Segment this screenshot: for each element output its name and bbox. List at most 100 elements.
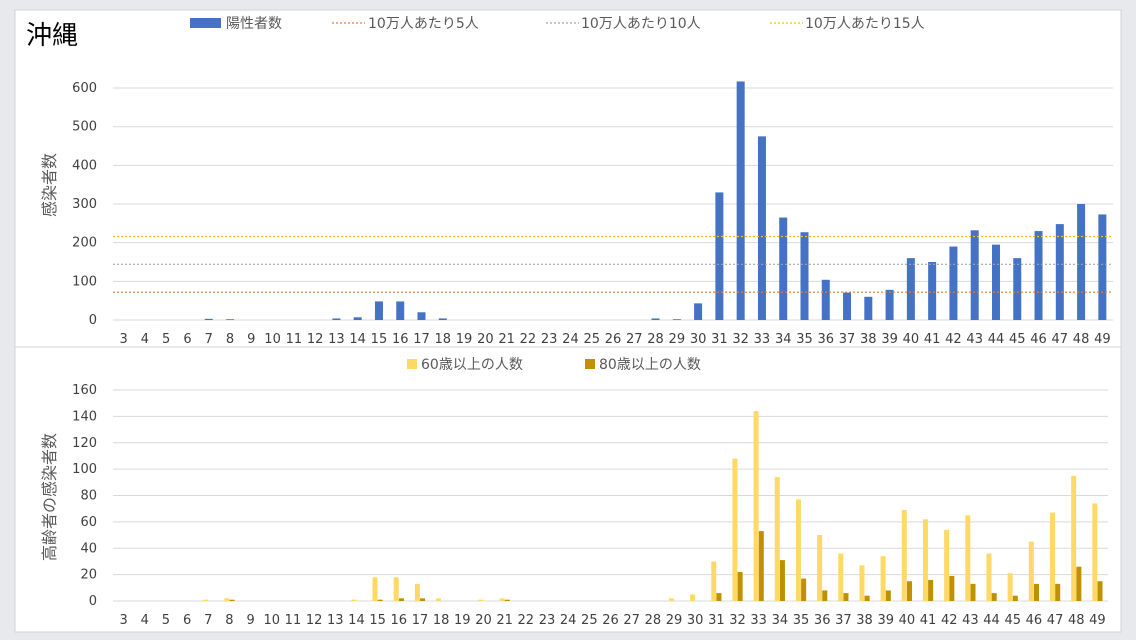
bottom-y-tick-label: 100	[72, 462, 97, 477]
bottom-bar-s2	[504, 599, 510, 601]
bottom-y-tick-label: 60	[80, 515, 97, 530]
bottom-bar-s2	[906, 581, 912, 601]
bottom-x-tick-label: 17	[412, 613, 429, 628]
bottom-bar-s1	[1028, 541, 1034, 601]
bottom-x-tick-label: 31	[708, 613, 725, 628]
top-bar-s1	[779, 217, 788, 320]
bottom-x-tick-label: 8	[225, 613, 233, 628]
bottom-x-tick-label: 34	[772, 613, 789, 628]
top-x-tick-label: 43	[966, 332, 983, 347]
bottom-bar-s1	[965, 515, 971, 601]
bottom-x-tick-label: 22	[518, 613, 535, 628]
top-bar-s1	[226, 319, 235, 320]
bottom-bar-s2	[377, 599, 383, 601]
bottom-bar-s1	[372, 577, 378, 601]
top-x-tick-label: 25	[583, 332, 600, 347]
top-x-tick-label: 17	[413, 332, 430, 347]
bottom-bar-s1	[393, 577, 399, 601]
bottom-bar-s1	[1049, 512, 1055, 601]
bottom-bar-s1	[901, 510, 907, 601]
bottom-bar-s2	[885, 590, 891, 601]
bottom-bar-s2	[843, 593, 849, 601]
bottom-y-tick-label: 40	[80, 541, 97, 556]
top-x-tick-label: 33	[754, 332, 771, 347]
top-x-tick-label: 29	[669, 332, 686, 347]
top-y-tick-label: 300	[72, 197, 97, 212]
bottom-bar-s1	[732, 458, 738, 601]
top-x-tick-label: 35	[796, 332, 813, 347]
top-x-tick-label: 22	[520, 332, 537, 347]
bottom-y-tick-label: 0	[89, 594, 97, 609]
bottom-x-tick-label: 7	[204, 613, 212, 628]
bottom-x-tick-label: 43	[962, 613, 979, 628]
bottom-bar-s2	[737, 571, 743, 601]
bottom-x-tick-label: 33	[750, 613, 767, 628]
bottom-bar-s1	[859, 565, 865, 601]
top-bar-s1	[204, 318, 213, 320]
bottom-x-tick-label: 15	[369, 613, 386, 628]
top-x-tick-label: 10	[264, 332, 281, 347]
bottom-bar-s2	[1034, 583, 1040, 601]
top-bar-s1	[672, 319, 681, 320]
bottom-bar-s2	[928, 579, 934, 601]
top-x-tick-label: 4	[141, 332, 149, 347]
bottom-x-tick-label: 16	[391, 613, 408, 628]
top-x-tick-label: 6	[183, 332, 191, 347]
top-y-tick-label: 400	[72, 158, 97, 173]
legend-label-ref5: 10万人あたり5人	[368, 16, 479, 32]
bottom-x-tick-label: 6	[183, 613, 191, 628]
top-x-tick-label: 45	[1009, 332, 1026, 347]
legend-label-ref15: 10万人あたり15人	[805, 16, 925, 32]
bottom-bar-s1	[414, 583, 420, 601]
bottom-x-tick-label: 40	[899, 613, 916, 628]
bottom-x-tick-label: 4	[141, 613, 149, 628]
top-bar-s1	[694, 303, 703, 320]
legend-label-age80: 80歳以上の人数	[599, 357, 701, 373]
top-x-tick-label: 48	[1073, 332, 1090, 347]
bottom-bar-s1	[1092, 503, 1098, 601]
bottom-bar-s1	[436, 598, 442, 601]
bottom-x-tick-label: 13	[327, 613, 344, 628]
bottom-x-tick-label: 30	[687, 613, 704, 628]
bottom-y-tick-label: 160	[72, 383, 97, 398]
bottom-y-axis-title: 高齢者の感染者数	[40, 433, 59, 561]
top-legend: 陽性者数 10万人あたり5人 10万人あたり10人 10万人あたり15人	[190, 16, 925, 32]
bottom-bar-s1	[668, 598, 674, 601]
bottom-bar-s2	[1055, 583, 1061, 601]
top-x-tick-label: 44	[988, 332, 1005, 347]
bottom-bar-s2	[949, 575, 955, 601]
top-bar-s1	[1098, 214, 1107, 320]
bottom-bar-s2	[991, 593, 997, 601]
top-x-tick-label: 36	[817, 332, 834, 347]
legend-label-positive: 陽性者数	[226, 16, 282, 32]
top-bar-s1	[1077, 204, 1086, 320]
bottom-bar-s2	[229, 599, 235, 601]
top-x-tick-label: 14	[349, 332, 366, 347]
bottom-x-tick-label: 49	[1089, 613, 1106, 628]
bottom-x-tick-label: 28	[645, 613, 662, 628]
bottom-x-tick-label: 10	[264, 613, 281, 628]
bottom-x-tick-label: 29	[666, 613, 683, 628]
bottom-chart-panel: 60歳以上の人数 80歳以上の人数 高齢者の感染者数 0 20 40 60 80 100 1…	[14, 346, 1122, 633]
bottom-bar-s1	[774, 477, 780, 601]
bottom-bar-s2	[822, 590, 828, 601]
top-x-tick-label: 18	[435, 332, 452, 347]
bottom-x-tick-label: 42	[941, 613, 958, 628]
top-bar-s1	[885, 289, 894, 320]
top-bar-s1	[353, 317, 362, 320]
bottom-x-tick-label: 44	[983, 613, 1000, 628]
top-bar-s1	[843, 292, 852, 320]
top-x-tick-label: 20	[477, 332, 494, 347]
top-x-tick-label: 30	[690, 332, 707, 347]
top-bar-s1	[757, 136, 766, 320]
bottom-bar-s1	[753, 411, 759, 601]
bottom-x-tick-label: 12	[306, 613, 323, 628]
top-bar-s1	[736, 81, 745, 320]
top-x-tick-label: 13	[328, 332, 345, 347]
top-y-tick-label: 0	[89, 313, 97, 328]
top-x-tick-label: 39	[881, 332, 898, 347]
top-chart-title: 沖縄	[26, 21, 78, 51]
top-bar-s1	[928, 262, 937, 320]
